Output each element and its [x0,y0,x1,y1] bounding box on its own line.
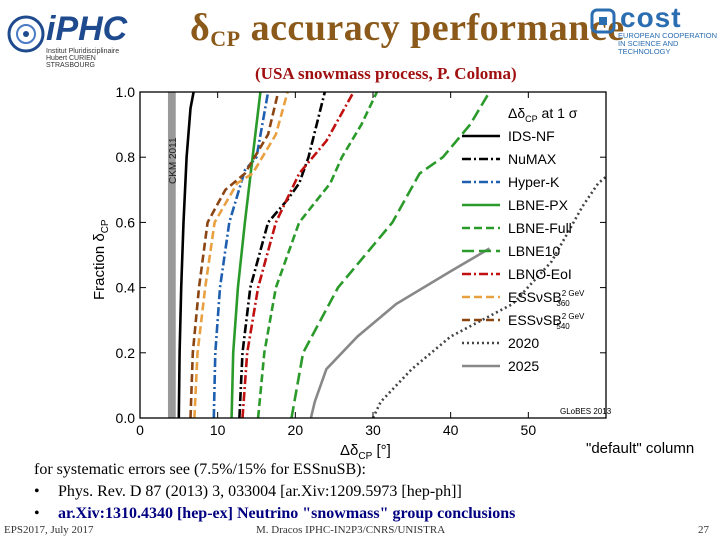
legend-label: LBNE10 [508,243,560,259]
y-tick-label: 0.6 [116,214,136,230]
x-tick-label: 50 [521,422,537,438]
footer-date: EPS2017, July 2017 [4,524,94,536]
legend-label: LBNO-EoI [508,266,572,282]
cost-logo: cost EUROPEAN COOPERATION IN SCIENCE AND… [590,2,718,56]
x-axis-label: ΔδCP [°] [340,442,391,462]
systematics-note: for systematic errors see (7.5%/15% for … [34,461,366,478]
x-tick-label: 10 [210,422,226,438]
legend-label: Hyper-K [508,174,560,190]
series-line-2025 [309,247,491,419]
footer-author: M. Dracos IPHC-IN2P3/CNRS/UNISTRA [256,524,446,536]
y-tick-label: 0.4 [116,280,136,296]
reference-2: ar.Xiv:1310.4340 [hep-ex] Neutrino "snow… [58,505,516,522]
cost-logo-caption: EUROPEAN COOPERATION IN SCIENCE AND TECH… [618,31,718,56]
series-line-ess-sb-2-gev-540 [189,91,280,419]
globes-watermark: GLoBES 2013 [560,407,612,416]
x-tick-label: 40 [443,422,459,438]
legend-label: 2020 [508,335,539,351]
ckm-band-label: CKM 2011 [168,137,179,184]
title-subscript: CP [210,26,241,51]
bullet-1: • [34,483,40,500]
default-column-note: "default" column [586,440,695,457]
cost-logo-text: cost [620,2,682,33]
iphc-logo-text: iPHC [46,10,128,48]
legend-label: LBNE-PX [508,197,569,213]
y-tick-label: 0.2 [116,345,136,361]
page-subtitle: (USA snowmass process, P. Coloma) [255,64,517,83]
series-line-ess-sb-2-gev-360 [193,91,289,419]
cost-emblem-icon [590,8,616,34]
series-line-lbne10 [290,91,491,419]
plot-area [140,92,606,418]
x-tick-label: 30 [365,422,381,438]
title-rest: accuracy performance [240,7,625,49]
y-tick-label: 0.0 [116,410,136,426]
title-delta: δ [190,7,211,49]
x-tick-label: 20 [288,422,304,438]
legend-title: ΔδCP at 1 σ [508,105,578,124]
y-tick-label: 1.0 [116,84,136,100]
page-title: δCP accuracy performance [190,6,625,52]
series-line-lbno-eoi [241,91,355,419]
series-line-hyper-k [212,91,270,419]
ckm-band [167,92,176,418]
reference-1: Phys. Rev. D 87 (2013) 3, 033004 [ar.Xiv… [58,483,462,500]
legend-label: 2025 [508,358,539,374]
legend-label: ESSνSB2 GeV 360 [508,289,585,308]
bullet-2: • [34,505,40,522]
legend-label: ESSνSB2 GeV 540 [508,312,585,331]
iphc-emblem-icon [7,15,45,53]
x-tick-label: 0 [136,422,144,438]
series-line-lbne-full [256,91,379,419]
page-number: 27 [698,524,709,536]
y-axis-label: Fraction δCP [91,219,111,300]
legend-label: NuMAX [508,151,557,167]
legend-label: IDS-NF [508,128,555,144]
series-line-numax [238,91,327,419]
iphc-logo-caption: Institut Pluridisciplinaire Hubert CURIE… [46,48,120,69]
legend-label: LBNE-Full [508,220,572,236]
series-line-ids-nf [177,91,195,419]
iphc-logo: iPHC Institut Pluridisciplinaire Hubert … [6,6,136,72]
series-line-lbne-px [230,91,262,419]
y-tick-label: 0.8 [116,149,136,165]
